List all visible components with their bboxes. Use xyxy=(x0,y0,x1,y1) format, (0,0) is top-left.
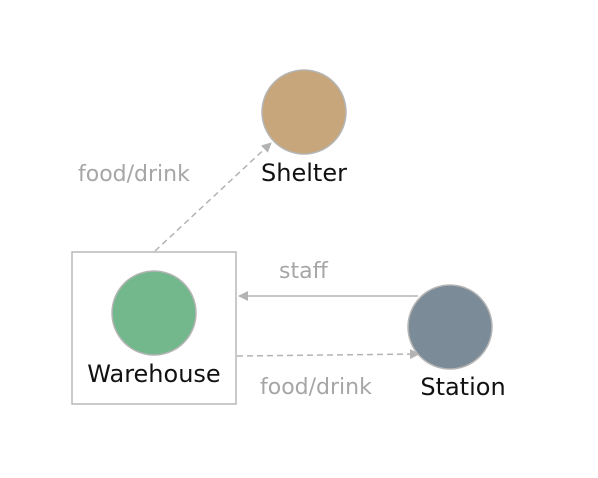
node-label-shelter: Shelter xyxy=(261,159,347,187)
edge-warehouse-shelter xyxy=(154,142,272,252)
node-label-warehouse: Warehouse xyxy=(87,360,220,388)
edge-warehouse-station xyxy=(236,349,420,360)
node-shelter xyxy=(261,69,347,155)
edge-label-station-warehouse: staff xyxy=(279,259,329,284)
node-label-station: Station xyxy=(420,373,505,401)
node-warehouse xyxy=(111,270,197,356)
warehouse-box xyxy=(71,251,237,405)
edge-label-warehouse-shelter: food/drink xyxy=(78,162,190,187)
edge-label-warehouse-station: food/drink xyxy=(260,375,372,400)
node-station xyxy=(407,284,493,370)
